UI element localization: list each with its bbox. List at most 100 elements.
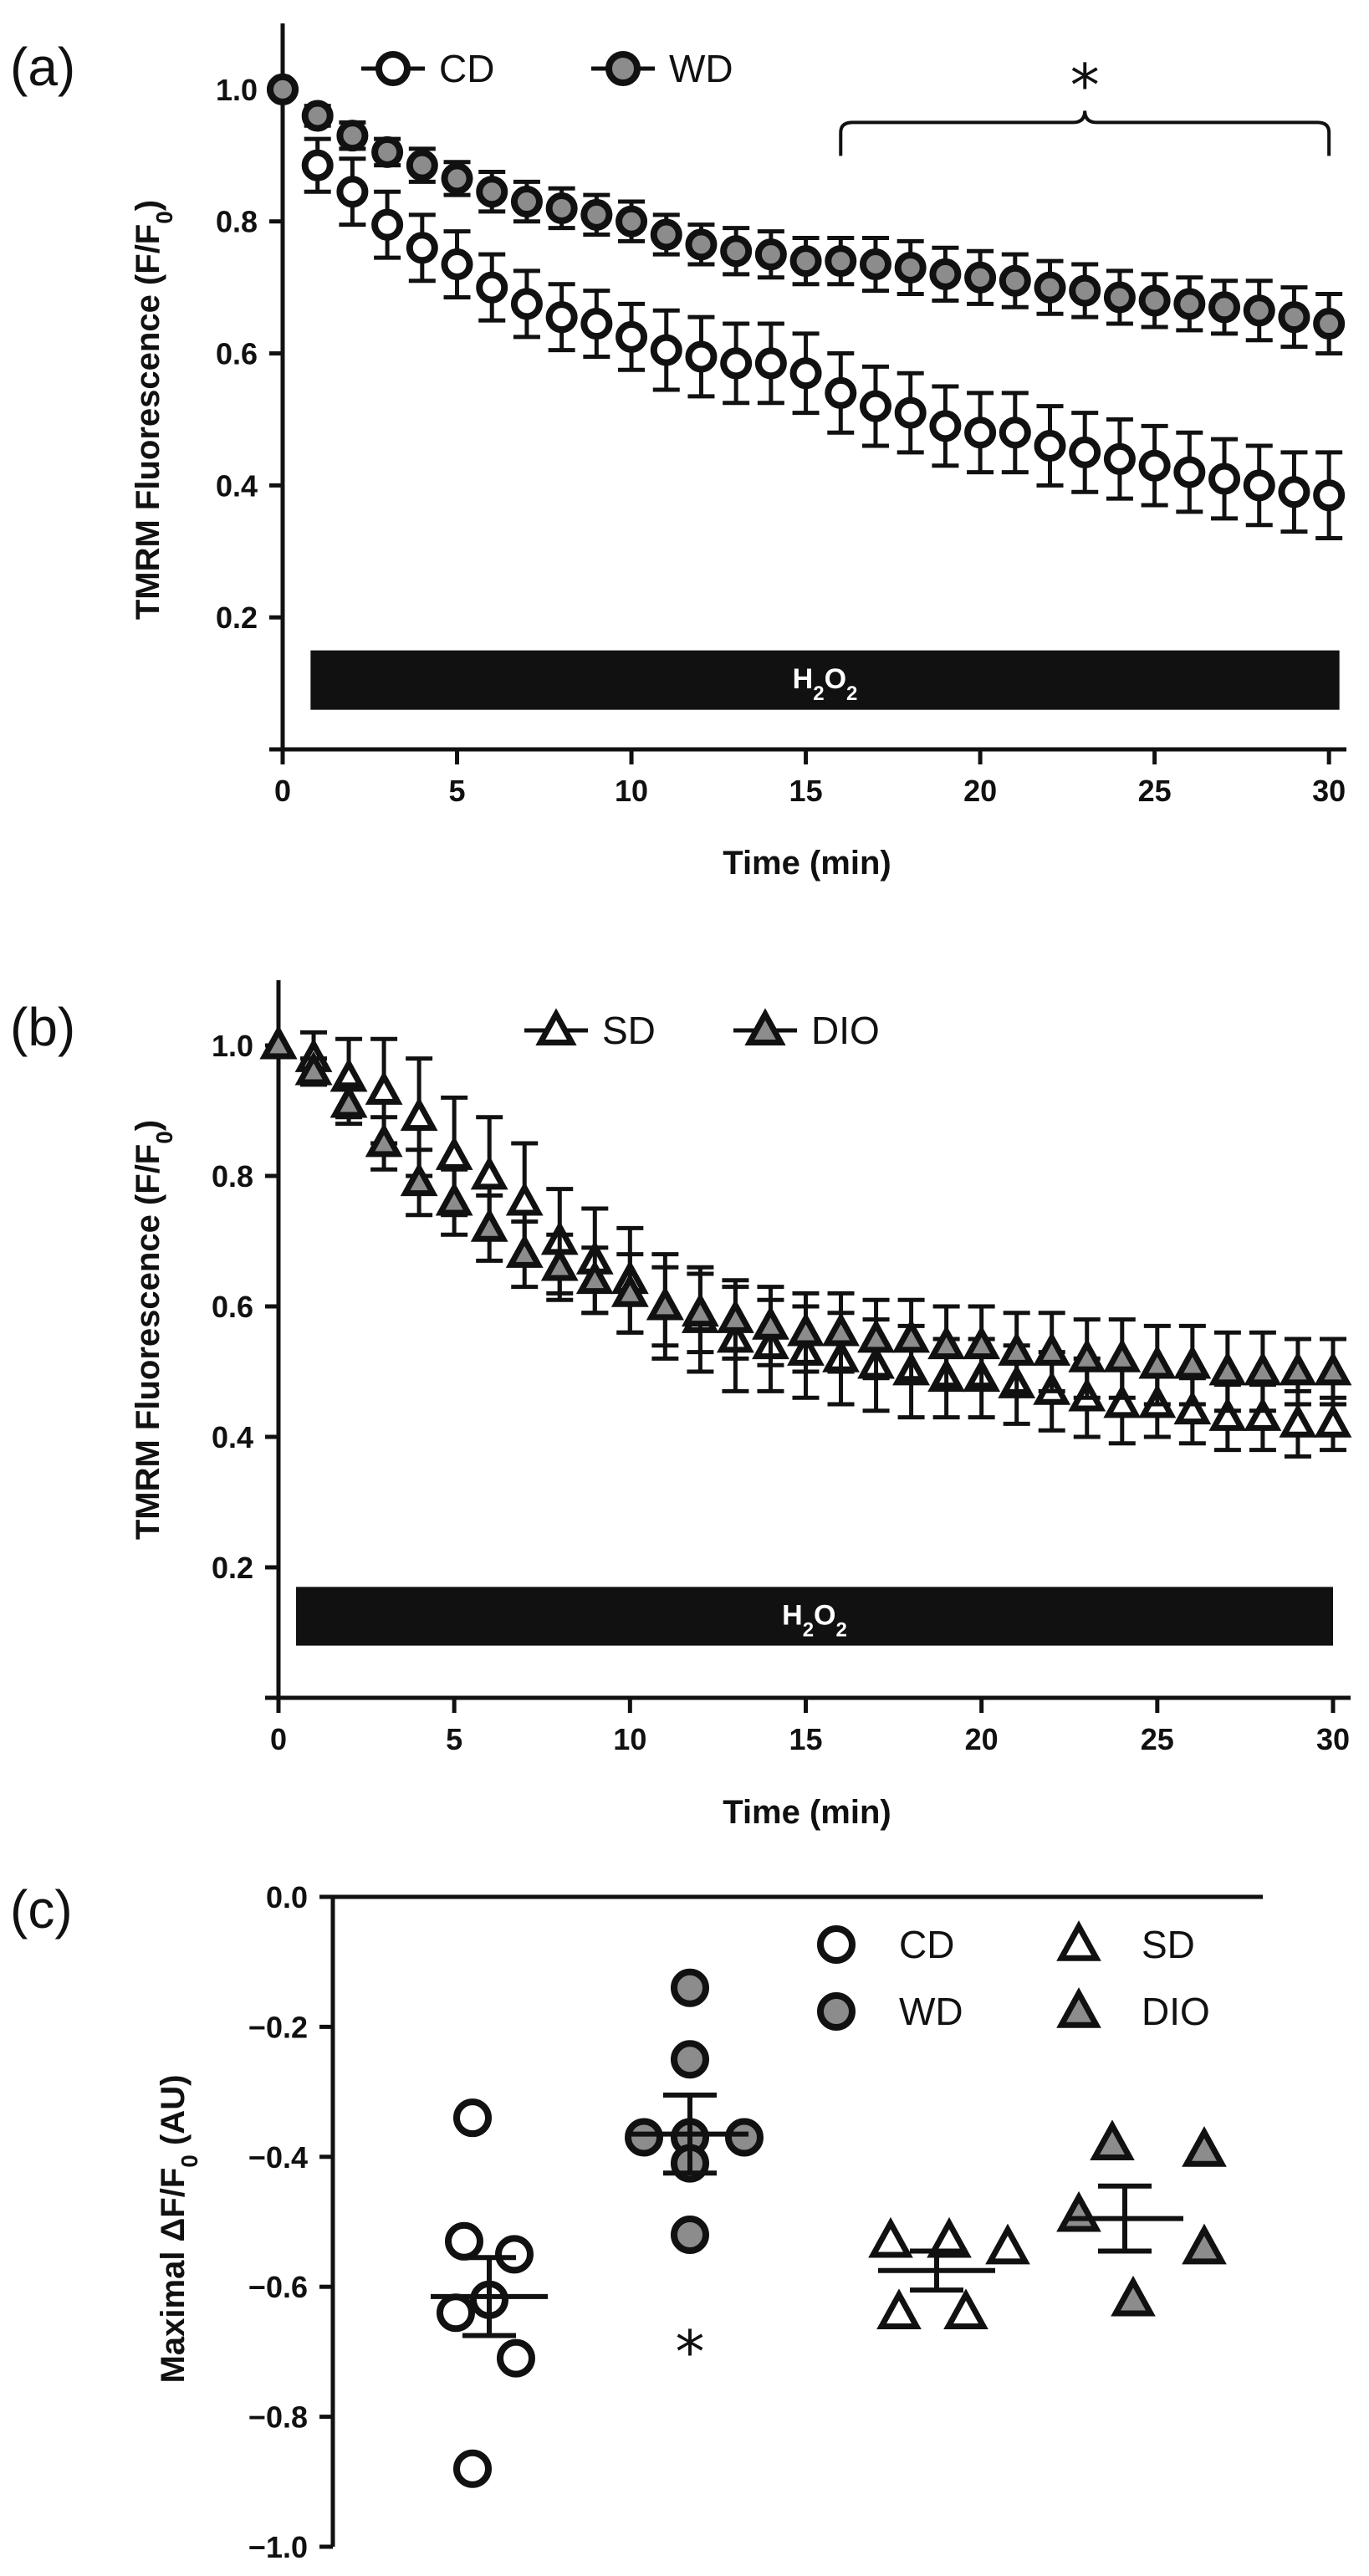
legend-marker-cd (817, 1925, 856, 1964)
x-tick-label: 15 (789, 1722, 822, 1756)
data-point-cd (825, 376, 857, 409)
data-point-cd (445, 2221, 483, 2261)
significance-bracket-path (839, 110, 1331, 156)
legend-label-dio: DIO (1142, 1990, 1210, 2033)
x-tick-label: 20 (965, 1722, 999, 1756)
data-point-cd (685, 340, 718, 373)
data-point-cd (1103, 442, 1136, 475)
panel-a-data (267, 73, 1346, 540)
y-tick-label: −0.4 (248, 2140, 308, 2175)
data-point-dio (1279, 1351, 1317, 1386)
panel-c: (c) Maximal ΔF/F0 (AU) 0.0 −0.2 −0.4 −0.6 −0… (10, 1879, 1263, 2564)
data-point-dio (752, 1306, 789, 1340)
data-point-wd (859, 248, 891, 281)
y-tick-label: 0.8 (212, 1159, 253, 1193)
panel-a-label: (a) (10, 37, 75, 97)
group-dio (1056, 2119, 1227, 2317)
data-point-cd (545, 301, 578, 334)
legend-label-dio: DIO (811, 1009, 880, 1052)
data-point-sd (943, 2288, 988, 2330)
data-point-cd (1278, 476, 1310, 509)
data-point-dio (1090, 2119, 1135, 2161)
data-point-dio (681, 1292, 719, 1327)
series-dio (259, 1025, 1352, 1413)
h2o2-bar-rect (310, 650, 1340, 710)
data-point-wd (671, 2040, 709, 2079)
data-point-sd (1279, 1403, 1317, 1438)
data-point-wd (616, 205, 648, 238)
data-point-cd (441, 248, 473, 281)
data-point-wd (1243, 294, 1275, 327)
panel-b-h2o2-label: H2O2 (782, 1600, 847, 1642)
panel-c-label: (c) (10, 1879, 73, 1940)
x-tick-label: 30 (1316, 1722, 1350, 1756)
data-point-dio (1244, 1351, 1282, 1386)
y-tick-label: 0.6 (212, 1290, 253, 1324)
data-point-cd (964, 417, 997, 449)
data-point-cd (301, 149, 334, 181)
y-tick-label: 0.4 (212, 1420, 253, 1454)
h2o2-bar-rect (296, 1587, 1333, 1646)
data-point-sd (1314, 1403, 1352, 1438)
data-point-dio (259, 1025, 298, 1060)
x-tick-label: 10 (615, 774, 648, 808)
data-point-dio (857, 1318, 895, 1353)
data-point-wd (929, 258, 962, 290)
data-point-cd (894, 396, 927, 429)
data-point-sd (470, 1155, 508, 1190)
panel-a-axes: 0.2 0.4 0.6 0.8 1.0 0 5 10 15 20 25 30 (216, 23, 1346, 808)
data-point-sd (985, 2223, 1030, 2265)
series-sd (259, 1025, 1352, 1459)
data-point-sd (1244, 1397, 1282, 1431)
panel-a-h2o2-label: H2O2 (793, 663, 858, 705)
data-point-dio (1173, 1344, 1212, 1379)
data-point-cd (437, 2293, 475, 2333)
y-tick-label: 0.2 (216, 601, 258, 635)
data-point-wd (1208, 291, 1241, 324)
data-point-cd (476, 271, 508, 304)
data-point-wd (625, 2118, 663, 2157)
panel-c-axes: 0.0 −0.2 −0.4 −0.6 −0.8 −1.0 (248, 1880, 1263, 2564)
data-point-wd (545, 192, 578, 224)
data-point-wd (1138, 284, 1171, 317)
y-tick-label: 0.4 (216, 468, 258, 503)
data-point-wd (825, 245, 857, 278)
data-point-dio (1182, 2223, 1227, 2265)
data-point-dio (329, 1083, 368, 1118)
x-tick-label: 5 (446, 1722, 462, 1756)
legend-marker-dio (744, 1008, 786, 1046)
data-point-dio (400, 1162, 438, 1197)
panel-a-h2o2-bar (310, 650, 1340, 710)
data-point-dio (1314, 1351, 1352, 1386)
group-wd (625, 1968, 764, 2255)
data-point-cd (1313, 479, 1346, 512)
panel-c-y-axis-title: Maximal ΔF/F0 (AU) (155, 2075, 202, 2384)
data-point-cd (859, 390, 891, 422)
data-point-wd (1103, 281, 1136, 314)
data-point-sd (927, 2216, 972, 2258)
legend-marker-sd (535, 1008, 577, 1046)
y-tick-label: 0.6 (216, 337, 258, 371)
legend-marker-wd (817, 1992, 856, 2031)
data-point-cd (453, 2098, 492, 2138)
data-point-cd (580, 308, 613, 340)
data-point-cd (1138, 449, 1171, 482)
x-tick-label: 0 (274, 774, 291, 808)
panel-b-y-axis-title: TMRM Fluorescence (F/F0) (130, 1120, 177, 1540)
legend-label-cd: CD (439, 47, 494, 90)
data-point-wd (650, 218, 682, 251)
series-cd (267, 73, 1346, 540)
panel-b-axes: 0.2 0.4 0.6 0.8 1.0 0 5 10 15 20 25 30 (212, 980, 1351, 1756)
data-point-dio (1182, 2126, 1227, 2167)
x-tick-label: 20 (963, 774, 997, 808)
data-point-sd (400, 1096, 438, 1132)
data-point-wd (789, 245, 822, 278)
panel-b-label: (b) (10, 997, 75, 1057)
y-tick-label: 1.0 (212, 1029, 253, 1063)
data-point-wd (371, 135, 404, 168)
data-point-sd (876, 2288, 922, 2330)
data-point-dio (575, 1260, 614, 1295)
data-point-wd (406, 149, 438, 181)
legend-label-wd: WD (669, 47, 733, 90)
